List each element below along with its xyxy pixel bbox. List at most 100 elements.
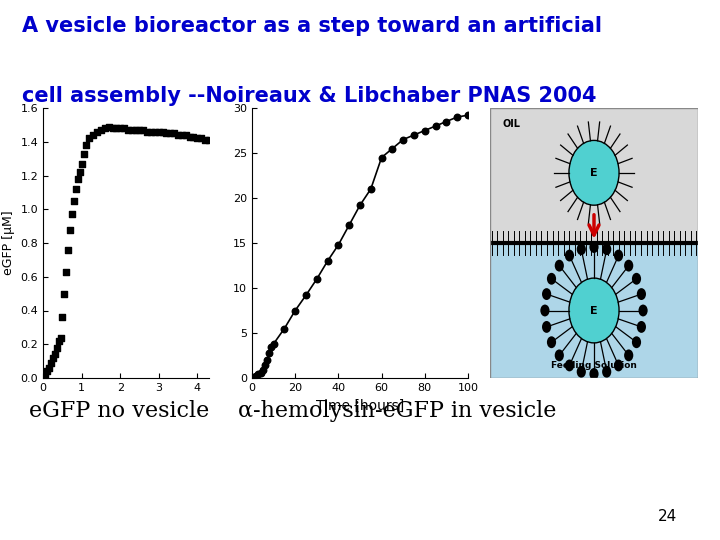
Point xyxy=(78,149,89,158)
Circle shape xyxy=(632,273,641,285)
Point xyxy=(84,134,95,143)
Point xyxy=(203,136,215,144)
Point xyxy=(58,289,70,298)
Point xyxy=(192,134,203,143)
Point xyxy=(122,126,134,134)
Point xyxy=(138,126,149,134)
Circle shape xyxy=(590,241,598,253)
Circle shape xyxy=(542,288,552,300)
Text: OIL: OIL xyxy=(502,119,520,129)
Bar xyxy=(490,243,698,378)
Point xyxy=(376,153,387,162)
Point xyxy=(55,333,66,342)
Point xyxy=(176,131,188,139)
Point xyxy=(199,136,211,144)
X-axis label: Time [hours]: Time [hours] xyxy=(316,399,404,413)
Circle shape xyxy=(547,336,556,348)
Text: E: E xyxy=(590,168,598,178)
Point xyxy=(95,126,107,134)
Point xyxy=(343,221,355,230)
Circle shape xyxy=(636,288,646,300)
Point xyxy=(184,132,195,141)
Point xyxy=(43,363,55,372)
Point xyxy=(126,126,138,134)
Circle shape xyxy=(542,321,552,333)
Point xyxy=(430,122,441,130)
Point xyxy=(246,374,258,382)
Point xyxy=(311,275,323,284)
Point xyxy=(266,343,277,352)
Point xyxy=(141,127,153,136)
Point xyxy=(268,340,279,348)
Text: 24: 24 xyxy=(657,509,677,524)
Circle shape xyxy=(565,360,574,372)
Bar xyxy=(490,108,698,243)
Point xyxy=(76,159,87,168)
Circle shape xyxy=(590,368,598,380)
Point xyxy=(37,374,49,382)
Point xyxy=(88,131,99,139)
Point xyxy=(74,168,86,177)
Point xyxy=(333,240,344,249)
Circle shape xyxy=(565,249,574,261)
Point xyxy=(63,245,74,254)
Point xyxy=(264,348,275,357)
Circle shape xyxy=(554,349,564,361)
Point xyxy=(462,111,474,119)
Point xyxy=(249,373,261,381)
Point xyxy=(118,124,130,132)
Circle shape xyxy=(602,244,611,255)
Circle shape xyxy=(554,260,564,272)
Circle shape xyxy=(614,249,623,261)
Text: eGFP no vesicle: eGFP no vesicle xyxy=(29,400,209,422)
Text: A vesicle bioreactor as a step toward an artificial: A vesicle bioreactor as a step toward an… xyxy=(22,16,602,36)
Point xyxy=(365,185,377,193)
Point xyxy=(47,353,58,362)
Point xyxy=(289,306,301,315)
Circle shape xyxy=(624,349,634,361)
Point xyxy=(419,126,431,135)
Point xyxy=(80,141,91,150)
Point xyxy=(53,336,64,345)
Point xyxy=(91,127,103,136)
Point xyxy=(441,117,452,126)
Circle shape xyxy=(624,260,634,272)
Point xyxy=(253,370,264,379)
Circle shape xyxy=(614,360,623,372)
Point xyxy=(261,356,273,364)
Text: cell assembly --Noireaux & Libchaber PNAS 2004: cell assembly --Noireaux & Libchaber PNA… xyxy=(22,86,596,106)
Point xyxy=(68,197,80,205)
Point xyxy=(165,129,176,138)
Circle shape xyxy=(632,336,641,348)
Point xyxy=(354,201,366,210)
Point xyxy=(103,122,114,131)
Point xyxy=(387,144,398,153)
Point xyxy=(57,313,68,321)
Point xyxy=(70,185,81,193)
Text: Feeding Solution: Feeding Solution xyxy=(551,361,637,370)
Point xyxy=(397,135,409,144)
Circle shape xyxy=(636,321,646,333)
Point xyxy=(72,174,84,183)
Circle shape xyxy=(577,244,586,255)
Point xyxy=(157,127,168,136)
Point xyxy=(66,210,78,219)
Point xyxy=(51,343,63,352)
Point xyxy=(255,368,266,377)
Point xyxy=(145,127,157,136)
Circle shape xyxy=(639,305,648,316)
Point xyxy=(259,361,271,370)
Point xyxy=(257,366,269,374)
Text: α-hemolysin-eGFP in vesicle: α-hemolysin-eGFP in vesicle xyxy=(238,400,556,422)
Point xyxy=(168,129,180,138)
Point xyxy=(153,127,164,136)
Point xyxy=(134,126,145,134)
Point xyxy=(64,225,76,234)
Circle shape xyxy=(602,366,611,377)
Point xyxy=(111,124,122,132)
Point xyxy=(248,373,259,382)
Point xyxy=(130,126,141,134)
Point xyxy=(188,132,199,141)
Y-axis label: eGFP [μM]: eGFP [μM] xyxy=(2,211,15,275)
Point xyxy=(49,350,60,359)
